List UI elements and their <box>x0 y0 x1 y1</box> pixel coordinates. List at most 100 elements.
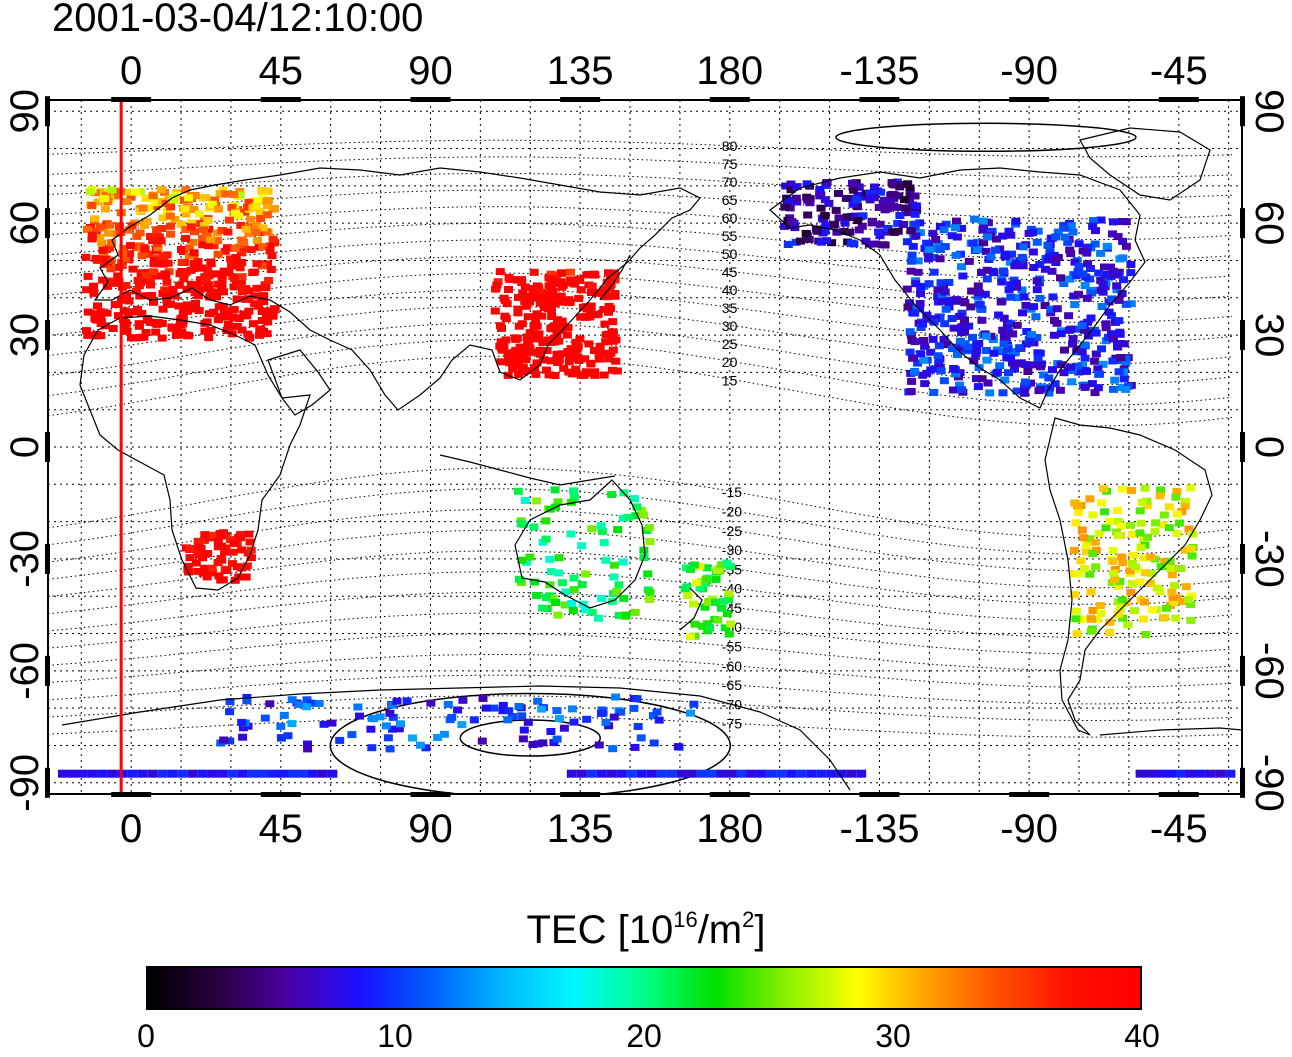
tec-pixel <box>105 244 114 252</box>
coast-south-america <box>1044 417 1213 736</box>
tec-pixel <box>544 336 554 344</box>
tec-pixel <box>1186 484 1196 492</box>
tec-pixel <box>589 347 599 354</box>
tec-pixel <box>1195 769 1206 778</box>
right-tick <box>1240 655 1245 686</box>
tec-pixel <box>656 769 667 778</box>
tec-pixel <box>931 236 941 243</box>
tec-pixel <box>415 741 425 749</box>
tec-pixel <box>1020 378 1030 386</box>
tec-pixel <box>1069 546 1079 554</box>
tec-pixel <box>551 293 561 301</box>
right-tick <box>1240 208 1245 239</box>
tec-pixel <box>576 371 586 379</box>
tec-pixel <box>1168 593 1178 601</box>
tec-pixel <box>200 327 210 335</box>
tec-pixel <box>222 567 232 574</box>
tec-pixel <box>1155 769 1166 778</box>
tec-pixel <box>221 190 231 198</box>
tec-pixel <box>618 514 628 522</box>
tec-pixel <box>200 276 210 284</box>
tec-pixel <box>626 769 637 778</box>
tec-pixel <box>1006 231 1016 239</box>
tec-pixel <box>1164 524 1174 532</box>
tec-pixel <box>879 196 889 204</box>
tec-pixel <box>973 238 983 246</box>
tec-pixel <box>162 296 172 304</box>
mlat-contour <box>48 338 1233 406</box>
tec-pixel <box>68 769 78 778</box>
tec-pixel <box>532 591 542 599</box>
tec-pixel <box>1074 570 1084 578</box>
tec-pixel <box>546 568 556 576</box>
tec-pixel <box>97 239 107 247</box>
tec-pixel <box>135 292 145 300</box>
tec-pixel <box>1072 362 1082 370</box>
tec-pixel <box>534 287 544 295</box>
tec-pixel <box>554 356 564 364</box>
coast-indonesia <box>439 454 616 486</box>
tec-pixel <box>1032 238 1042 246</box>
left-tick <box>45 320 50 351</box>
tec-pixel <box>160 286 170 294</box>
tec-pixel <box>722 559 732 567</box>
tec-pixel <box>1055 386 1065 394</box>
tec-pixel <box>144 204 154 212</box>
tec-pixel <box>228 306 238 314</box>
tec-pixel <box>213 250 223 258</box>
tec-pixel <box>517 320 527 328</box>
tec-pixel <box>929 268 939 276</box>
tec-pixel <box>1087 289 1097 297</box>
tec-pixel <box>458 696 468 704</box>
tec-pixel <box>908 242 918 250</box>
tec-pixel <box>952 296 961 304</box>
tec-pixel <box>998 326 1008 334</box>
mlat-label: -25 <box>722 523 742 539</box>
tec-pixel <box>246 246 256 254</box>
tec-pixel <box>599 539 609 547</box>
tec-pixel <box>215 190 225 198</box>
tec-pixel <box>907 377 917 385</box>
tec-pixel <box>327 769 338 778</box>
tec-pixel <box>231 209 240 217</box>
tec-pixel <box>255 207 265 215</box>
tec-pixel <box>260 281 270 289</box>
tec-pixel <box>498 707 508 715</box>
tec-pixel <box>123 188 133 196</box>
tec-pixel <box>596 522 606 530</box>
tec-pixel <box>538 739 548 747</box>
tec-pixel <box>1051 255 1061 263</box>
tec-pixel <box>453 706 463 714</box>
tec-pixel <box>1082 367 1091 375</box>
top-tick <box>709 97 750 102</box>
tec-pixel <box>524 343 534 351</box>
tec-pixel <box>1126 269 1136 277</box>
tec-pixel <box>822 237 832 245</box>
tec-pixel <box>439 730 449 738</box>
tec-pixel <box>960 316 969 324</box>
tec-pixel <box>314 700 324 707</box>
tec-pixel <box>973 292 983 300</box>
coast-eurasia <box>93 167 701 411</box>
tec-pixel <box>600 320 610 328</box>
tec-pixel <box>381 722 391 730</box>
tec-pixel <box>214 303 224 311</box>
tec-pixel <box>648 712 658 720</box>
tec-pixel <box>508 365 518 373</box>
tec-pixel <box>1081 548 1091 556</box>
tec-pixel <box>621 611 631 619</box>
tec-pixel <box>104 256 114 264</box>
lat-tick-label-left: 60 <box>3 201 47 246</box>
tec-pixel <box>1066 363 1075 371</box>
tec-pixel <box>822 179 831 187</box>
tec-pixel <box>518 363 528 371</box>
tec-pixel <box>552 330 562 338</box>
tec-pixel <box>1010 348 1020 356</box>
tec-pixel <box>1116 354 1126 361</box>
tec-pixel <box>229 539 239 547</box>
tec-pixel <box>955 381 965 389</box>
tec-pixel <box>528 286 538 294</box>
tec-pixel <box>492 281 502 289</box>
tec-pixel <box>191 559 201 567</box>
tec-pixel <box>385 709 395 717</box>
